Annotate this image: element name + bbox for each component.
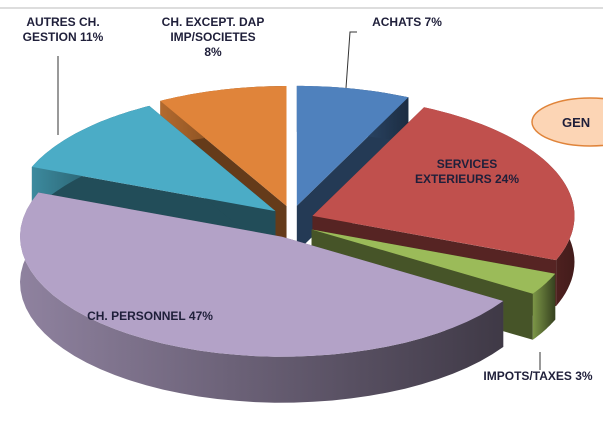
- category-label: AUTRES CH. GESTION: [22, 15, 100, 44]
- slice-wall: [20, 192, 504, 403]
- annotation: GEN: [562, 115, 590, 130]
- slice-top: [20, 192, 504, 357]
- category-label: CH. PERSONNEL: [87, 309, 186, 323]
- slice-top: [31, 105, 276, 212]
- category-label: CH. EXCEPT. DAP IMP/SOCIETES: [161, 15, 265, 44]
- data-label: CH. PERSONNEL 47%: [85, 309, 215, 324]
- slice-top: [312, 107, 575, 261]
- value-label: 11%: [80, 30, 104, 44]
- leader-lines: [57, 31, 541, 370]
- category-label: SERVICES EXTERIEURS: [414, 157, 498, 186]
- data-label: CH. EXCEPT. DAP IMP/SOCIETES 8%: [148, 15, 278, 60]
- value-label: 47%: [188, 309, 213, 323]
- leader-line: [345, 31, 357, 89]
- slice-top: [296, 85, 409, 206]
- category-label: IMPOTS/TAXES: [483, 369, 572, 383]
- value-label: 7%: [424, 15, 442, 29]
- pie: [20, 85, 575, 403]
- value-label: 24%: [495, 172, 520, 186]
- data-label: SERVICES EXTERIEURS 24%: [412, 157, 522, 187]
- callout-shape: [531, 97, 603, 147]
- value-label: 8%: [204, 45, 222, 59]
- category-label: ACHATS: [372, 15, 422, 29]
- slice-wall: [532, 273, 556, 340]
- value-label: 3%: [575, 369, 593, 383]
- data-label: AUTRES CH. GESTION 11%: [8, 15, 118, 45]
- slice-top: [160, 86, 287, 207]
- data-label: ACHATS 7%: [352, 15, 462, 30]
- data-label: IMPOTS/TAXES 3%: [478, 369, 598, 384]
- slice-top: [311, 229, 556, 294]
- slice: [20, 192, 504, 403]
